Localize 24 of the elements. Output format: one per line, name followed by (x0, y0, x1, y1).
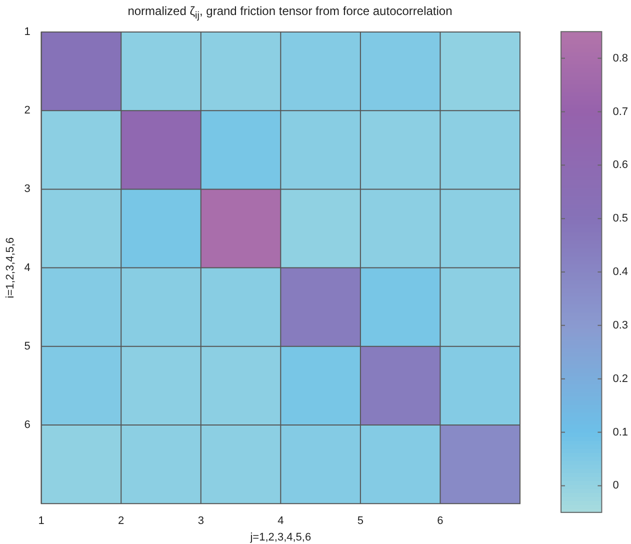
x-axis-title: j=1,2,3,4,5,6 (249, 531, 312, 544)
x-tick-label: 6 (437, 515, 444, 528)
color-bar-label: 0.1 (612, 426, 628, 438)
y-tick-label: 3 (24, 183, 30, 196)
color-bar-label: 0.7 (612, 106, 628, 118)
color-bar-label: 0 (612, 480, 619, 492)
y-tick-label: 4 (24, 262, 30, 274)
color-bar-label: 0.8 (612, 52, 628, 64)
color-bar-label: 0.6 (612, 159, 628, 172)
y-tick-label: 6 (24, 419, 30, 432)
color-bar-label: 0.5 (612, 212, 628, 225)
x-tick-label: 4 (278, 515, 284, 528)
color-bar-label: 0.2 (612, 372, 628, 385)
color-bar-label: 0.4 (612, 266, 628, 278)
x-tick-label: 3 (198, 515, 204, 528)
x-tick-label: 1 (38, 515, 44, 528)
y-tick-label: 1 (24, 26, 30, 38)
x-tick-label: 2 (118, 515, 124, 528)
x-tick-label: 5 (357, 515, 364, 528)
y-axis-title: i=1,2,3,4,5,6 (4, 237, 17, 298)
y-tick-label: 2 (24, 104, 30, 117)
y-tick-label: 5 (24, 340, 30, 352)
chart-title: normalized ζ$_{ij}$, grand friction tensor from force autocorrelation (126, 4, 454, 22)
color-bar-label: 0.3 (612, 319, 628, 332)
